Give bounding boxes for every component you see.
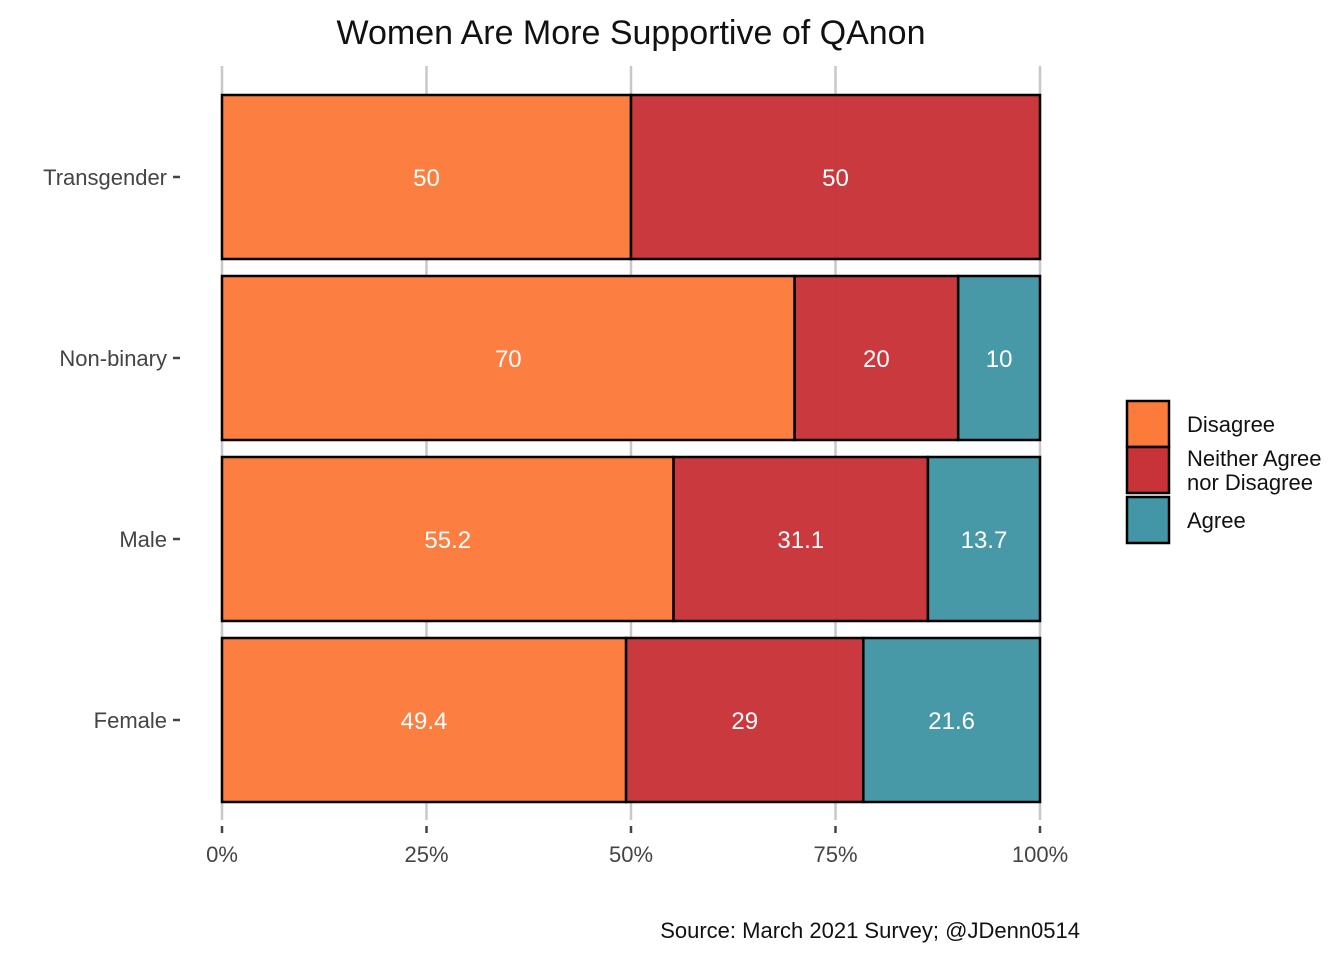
bar-male-agree xyxy=(926,455,1042,623)
bar-non-binary-neither xyxy=(793,274,960,442)
y-axis: Transgender Non-binary Male Female xyxy=(43,165,180,733)
bar-value-label: 13.7 xyxy=(961,527,1008,554)
category-label: Female xyxy=(94,708,167,733)
legend-label: Disagree xyxy=(1187,412,1275,437)
bar-value-label: 29 xyxy=(731,708,758,735)
legend-label: Neither Agree nor Disagree xyxy=(1187,446,1322,495)
x-tick-label: 50% xyxy=(609,842,653,867)
category-label: Non-binary xyxy=(59,346,167,371)
bars xyxy=(220,93,1042,804)
legend-label: Agree xyxy=(1187,508,1246,533)
legend-key-disagree xyxy=(1125,399,1171,449)
bar-labels: 50 50 70 20 10 55.2 31.1 13.7 49.4 29 21.6 xyxy=(401,165,1013,735)
bar-female-disagree xyxy=(220,636,628,804)
bar-non-binary-agree xyxy=(956,274,1042,442)
bar-transgender-neither xyxy=(629,93,1042,261)
bar-value-label: 21.6 xyxy=(928,708,975,735)
bar-value-label: 55.2 xyxy=(424,527,471,554)
category-label: Male xyxy=(119,527,167,552)
bar-male-disagree xyxy=(220,455,675,623)
x-tick-label: 75% xyxy=(813,842,857,867)
bar-female-agree xyxy=(862,636,1042,804)
chart-caption: Source: March 2021 Survey; @JDenn0514 xyxy=(660,918,1080,943)
legend-key-agree xyxy=(1125,495,1171,545)
bar-value-label: 50 xyxy=(822,165,849,192)
bar-male-neither xyxy=(672,455,930,623)
category-label: Transgender xyxy=(43,165,167,190)
legend-key-neither xyxy=(1125,445,1171,495)
bar-female-neither xyxy=(624,636,865,804)
x-tick-label: 100% xyxy=(1012,842,1068,867)
x-axis: 0% 25% 50% 75% 100% xyxy=(206,826,1068,867)
bar-value-label: 31.1 xyxy=(777,527,824,554)
bar-value-label: 49.4 xyxy=(401,708,448,735)
x-tick-label: 25% xyxy=(404,842,448,867)
bar-value-label: 10 xyxy=(986,346,1013,373)
bar-value-label: 50 xyxy=(413,165,440,192)
chart-title: Women Are More Supportive of QAnon xyxy=(336,14,925,52)
x-tick-label: 0% xyxy=(206,842,238,867)
bar-non-binary-disagree xyxy=(220,274,796,442)
bar-transgender-disagree xyxy=(220,93,633,261)
bar-value-label: 70 xyxy=(495,346,522,373)
legend: Disagree Neither Agree nor Disagree Agree xyxy=(1125,399,1322,545)
bar-value-label: 20 xyxy=(863,346,890,373)
